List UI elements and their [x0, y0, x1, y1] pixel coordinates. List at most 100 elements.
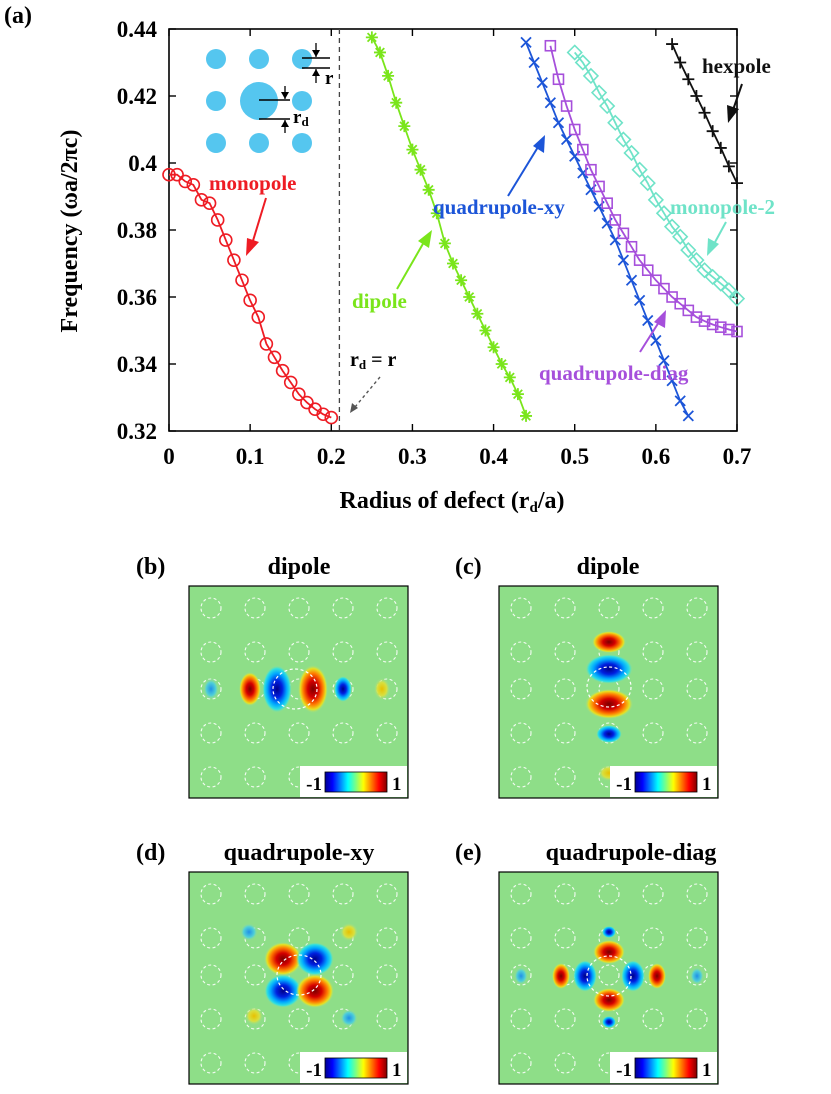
colorbar: -1 1 [300, 1052, 407, 1083]
annotation-rd-equals-r: rd = r [350, 349, 397, 372]
rod-outline [686, 597, 708, 619]
data-point [720, 282, 738, 299]
data-point [528, 56, 540, 69]
field-lobe-positive [585, 689, 633, 719]
rod-outline [288, 641, 310, 663]
colorbar-min-label: -1 [306, 1060, 322, 1081]
data-point [674, 395, 686, 407]
y-tick-label: 0.42 [117, 84, 157, 109]
defect-rod [240, 82, 278, 120]
x-tick-label: 0.6 [641, 444, 670, 469]
data-point [365, 31, 378, 44]
x-tick-label: 0.1 [236, 444, 265, 469]
series-line-dipole [371, 36, 527, 417]
data-point [227, 253, 241, 267]
rod-outline [554, 927, 576, 949]
rod-outline [376, 964, 398, 986]
data-point [324, 410, 339, 425]
panel-c-title: dipole [577, 554, 640, 580]
field-lobe-negative [340, 1009, 358, 1027]
data-point [544, 39, 557, 52]
field-lobe-positive [593, 988, 625, 1012]
rod-outline [332, 722, 354, 744]
data-point [479, 324, 492, 337]
data-point [674, 56, 687, 69]
data-point [704, 268, 721, 286]
rod-outline [288, 1008, 310, 1030]
x-tick-label: 0.4 [479, 444, 508, 469]
data-point [601, 197, 613, 209]
data-point [243, 293, 257, 308]
field-lobe-negative [334, 676, 352, 702]
panel-c-label: (c) [455, 554, 482, 580]
series-monopole [162, 167, 339, 425]
rod-outline [376, 641, 398, 663]
field-lobe-positive [592, 631, 626, 653]
colorbar: -1 1 [300, 766, 407, 797]
rod-outline [288, 883, 310, 905]
data-point [259, 337, 274, 351]
rod-outline [510, 964, 532, 986]
rod-outline [598, 964, 620, 986]
field-lobe-positive [264, 942, 302, 976]
rod-outline [200, 964, 222, 986]
field-lobe-positive [593, 940, 625, 964]
colorbar-gradient [634, 1057, 698, 1079]
data-point [430, 207, 443, 220]
data-point [731, 325, 743, 338]
data-point [639, 174, 656, 192]
data-point [712, 275, 729, 292]
data-point [672, 228, 689, 245]
data-point [615, 131, 632, 148]
data-point [682, 410, 694, 422]
data-point [617, 254, 630, 266]
field-panel-d: (d) quadrupole-xy -1 1 [136, 840, 409, 1085]
data-point [186, 177, 201, 192]
rod-outline [244, 1052, 266, 1074]
data-point [438, 237, 451, 250]
y-axis-label: Frequency (ωa/2πc) [57, 130, 83, 333]
data-point [582, 67, 600, 85]
data-point [552, 117, 565, 129]
rod-outline [554, 597, 576, 619]
field-lobe-positive [245, 1007, 263, 1025]
rod-outline [332, 883, 354, 905]
field-lobe-positive [298, 665, 328, 713]
inset-rd-label: rd [293, 107, 309, 129]
colorbar: -1 1 [610, 766, 717, 797]
figure-label-a: (a) [4, 3, 32, 29]
rod-outline [288, 722, 310, 744]
data-point [641, 264, 654, 277]
data-point [650, 274, 662, 287]
data-point [706, 318, 719, 331]
rod-outline [510, 1052, 532, 1074]
panel-b-label: (b) [136, 554, 165, 580]
field-lobe-negative [690, 967, 704, 985]
panel-e-title: quadrupole-diag [546, 840, 717, 866]
defect-outline [276, 954, 322, 996]
rod-outline [376, 883, 398, 905]
data-point [682, 73, 695, 86]
colorbar-max-label: 1 [702, 774, 712, 795]
defect-outline [586, 955, 632, 997]
data-point [566, 44, 583, 61]
rod-outline [200, 722, 222, 744]
rod-outline [510, 883, 532, 905]
field-lobe-negative [514, 967, 528, 985]
x-tick-label: 0 [163, 444, 175, 469]
data-point [390, 96, 403, 109]
data-point [577, 143, 589, 156]
field-panel-e: (e) quadrupole-diag -1 1 [455, 840, 719, 1085]
rod-outline [244, 722, 266, 744]
field-lobe-negative [296, 942, 334, 976]
data-point [471, 307, 484, 320]
rod-outline [642, 883, 664, 905]
rod-outline [554, 766, 576, 788]
field-map [498, 871, 719, 1085]
rod-outline [554, 641, 576, 663]
colorbar-max-label: 1 [392, 774, 402, 795]
field-lobe-positive [340, 923, 358, 941]
data-point [593, 180, 605, 193]
colorbar-max-label: 1 [702, 1060, 712, 1081]
rod-outline [642, 678, 664, 700]
